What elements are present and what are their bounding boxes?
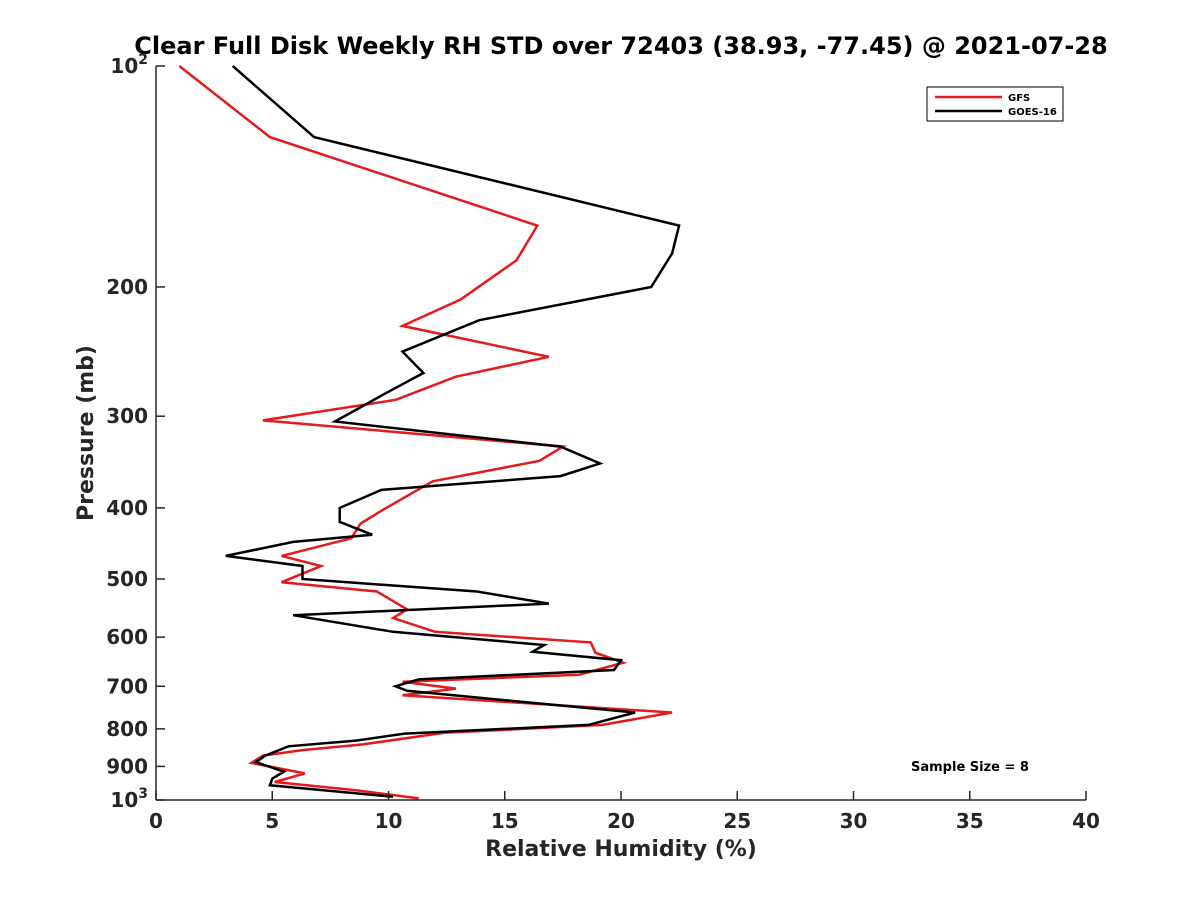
legend-label-gfs: GFS: [1008, 93, 1030, 104]
series-line-goes16: [225, 65, 681, 799]
y-tick-label: 300: [106, 404, 148, 428]
y-tick-label: 700: [106, 674, 148, 698]
x-tick-label: 20: [607, 809, 635, 833]
x-axis-ticks: 0 5 10 15 20 25 30 35 40: [149, 791, 1100, 833]
x-tick-label: 25: [723, 809, 751, 833]
x-tick-label: 0: [149, 809, 163, 833]
x-tick-label: 5: [265, 809, 279, 833]
chart-title: Clear Full Disk Weekly RH STD over 72403…: [134, 32, 1107, 60]
x-tick-label: 35: [956, 809, 984, 833]
y-axis-ticks: 102 200 300 400 500 600 700 800 900 103: [106, 52, 165, 812]
x-tick-label: 40: [1072, 809, 1100, 833]
y-tick-label: 500: [106, 567, 148, 591]
y-tick-label: 800: [106, 717, 148, 741]
y-tick-label: 400: [106, 496, 148, 520]
x-tick-label: 15: [491, 809, 519, 833]
y-tick-label: 103: [110, 786, 148, 812]
x-tick-label: 30: [840, 809, 868, 833]
y-tick-label: 102: [110, 52, 148, 78]
plot-area: [178, 65, 681, 800]
legend: GFS GOES-16: [926, 86, 1064, 122]
y-tick-label: 900: [106, 754, 148, 778]
legend-label-goes16: GOES-16: [1008, 107, 1057, 118]
sample-size-annotation: Sample Size = 8: [911, 760, 1029, 775]
x-axis-label: Relative Humidity (%): [485, 837, 757, 862]
y-tick-label: 200: [106, 275, 148, 299]
x-tick-label: 10: [375, 809, 403, 833]
legend-box: [926, 86, 1064, 122]
y-axis-label: Pressure (mb): [74, 345, 99, 521]
y-tick-label: 600: [106, 625, 148, 649]
